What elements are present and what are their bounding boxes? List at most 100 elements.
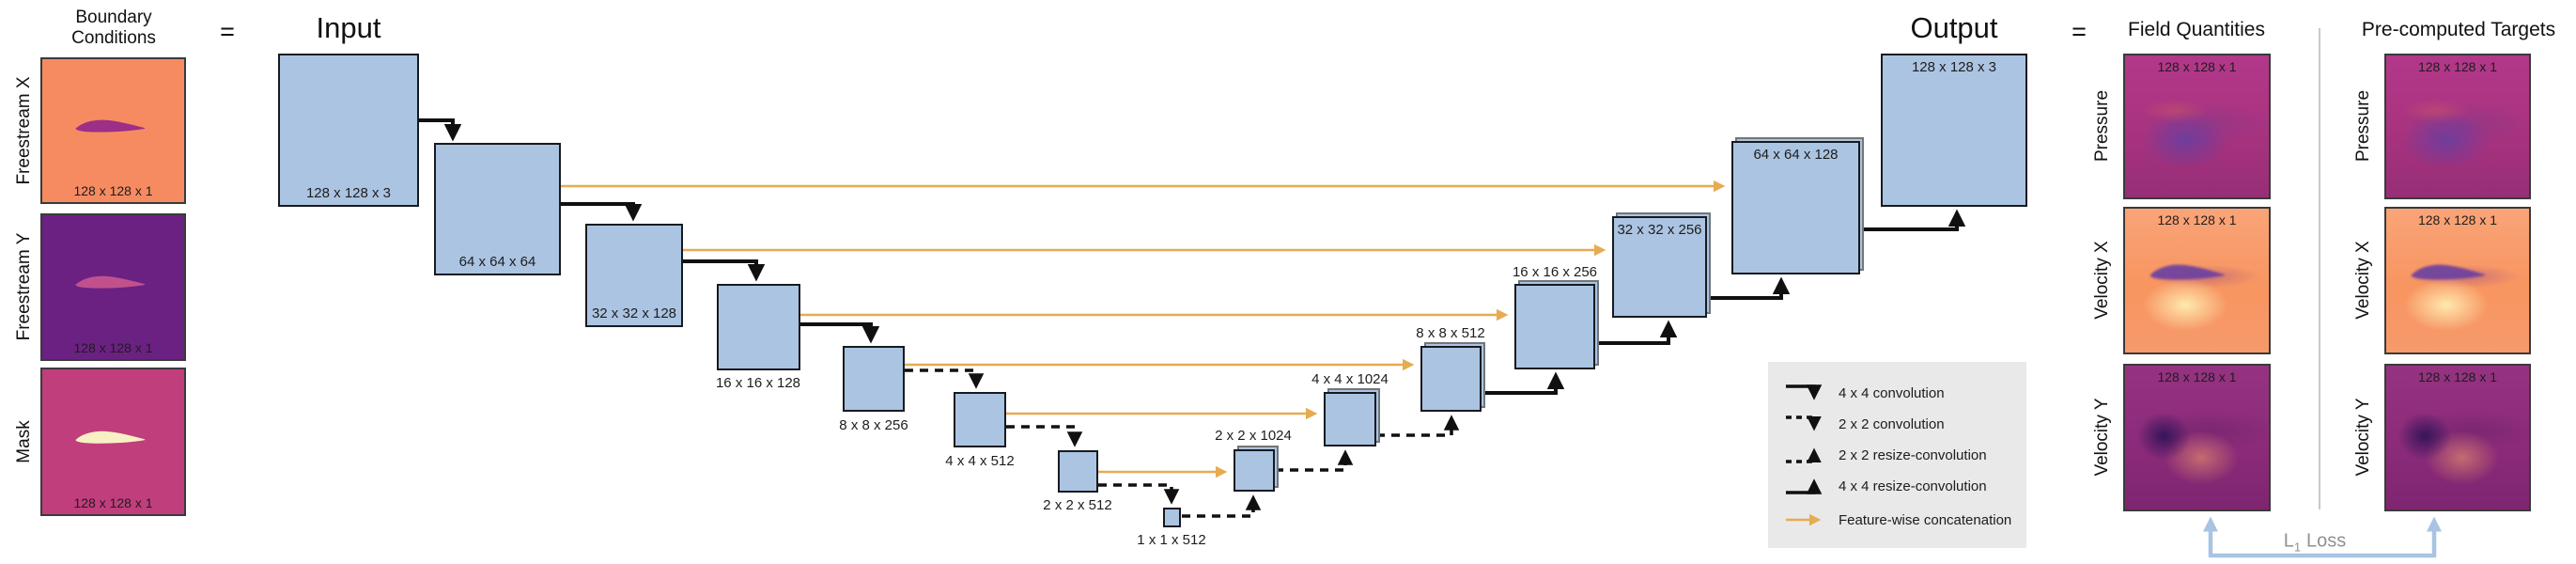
panel-dims: 128 x 128 x 1 bbox=[2157, 59, 2237, 74]
legend-item-resize4: 4 x 4 resize-convolution bbox=[1783, 472, 1987, 500]
precomputed-targets-heading: Pre-computed Targets bbox=[2361, 19, 2556, 40]
legend-item-concat: Feature-wise concatenation bbox=[1783, 506, 2011, 534]
decoder-block-2 bbox=[1234, 449, 1275, 492]
encoder-block-8 bbox=[843, 346, 905, 412]
resize-d3-d4 bbox=[1482, 371, 1565, 395]
mask-panel: 128 x 128 x 1 bbox=[40, 368, 186, 516]
fq-velocity-y-label: Velocity Y bbox=[2092, 398, 2112, 477]
encoder-block-16 bbox=[717, 284, 800, 370]
l1-loss-label: L1 Loss bbox=[2284, 531, 2347, 555]
fq-velocity-x-image: 128 x 128 x 1 bbox=[2123, 207, 2271, 354]
field-quantities-heading: Field Quantities bbox=[2128, 19, 2265, 40]
block-dims: 32 x 32 x 256 bbox=[1617, 222, 1702, 238]
block-dims: 8 x 8 x 512 bbox=[1416, 325, 1485, 341]
decoder-block-8 bbox=[1420, 346, 1482, 412]
fq-velocity-y-image: 128 x 128 x 1 bbox=[2123, 364, 2271, 511]
freestream-x-panel: 128 x 128 x 1 bbox=[40, 57, 186, 204]
resize2-arrow-icon bbox=[1786, 447, 1822, 463]
conv-e3-e4 bbox=[683, 259, 766, 282]
panel-dims: 128 x 128 x 1 bbox=[2417, 212, 2498, 227]
mask-label: Mask bbox=[14, 420, 34, 463]
pt-velocity-y-image: 128 x 128 x 1 bbox=[2384, 364, 2531, 511]
boundary-heading-line1: Boundary bbox=[75, 8, 152, 27]
legend-label: Feature-wise concatenation bbox=[1839, 511, 2012, 528]
pt-velocity-y-label: Velocity Y bbox=[2353, 398, 2373, 477]
pt-velocity-x-image: 128 x 128 x 1 bbox=[2384, 207, 2531, 354]
loss-subscript: 1 bbox=[2293, 540, 2302, 555]
block-dims: 64 x 64 x 64 bbox=[458, 254, 536, 270]
resize-d6-output bbox=[1860, 209, 1966, 231]
block-dims: 64 x 64 x 128 bbox=[1753, 147, 1839, 163]
airfoil-silhouette bbox=[75, 119, 146, 133]
conv-e2-e3 bbox=[561, 202, 643, 222]
encoder-block-4 bbox=[954, 392, 1006, 447]
freestream-y-panel: 128 x 128 x 1 bbox=[40, 213, 186, 361]
panel-dims: 128 x 128 x 1 bbox=[2417, 59, 2498, 74]
fq-pressure-image: 128 x 128 x 1 bbox=[2123, 54, 2271, 199]
encoder-block-128: 128 x 128 x 3 bbox=[278, 54, 419, 207]
equals-right: = bbox=[2072, 17, 2087, 46]
pt-velocity-x-label: Velocity X bbox=[2353, 241, 2373, 320]
conv4-arrow-icon bbox=[1786, 384, 1823, 400]
resize-d4-d5 bbox=[1595, 320, 1678, 345]
input-title: Input bbox=[316, 11, 381, 44]
l1-loss-bracket bbox=[2202, 516, 2443, 558]
output-block: 128 x 128 x 3 bbox=[1881, 54, 2027, 207]
boundary-heading-line2: Conditions bbox=[71, 28, 156, 49]
resize4-arrow-icon bbox=[1786, 478, 1823, 494]
legend-item-resize2: 2 x 2 resize-convolution bbox=[1783, 441, 1987, 469]
airfoil-silhouette bbox=[2411, 264, 2486, 280]
conv-e7-e8 bbox=[1098, 483, 1180, 505]
decoder-block-64: 64 x 64 x 128 bbox=[1731, 141, 1860, 274]
block-dims: 16 x 16 x 128 bbox=[715, 375, 801, 391]
encoder-block-64: 64 x 64 x 64 bbox=[434, 143, 561, 275]
block-dims: 128 x 128 x 3 bbox=[1911, 59, 1997, 75]
airfoil-silhouette bbox=[75, 275, 146, 289]
block-dims: 1 x 1 x 512 bbox=[1137, 532, 1206, 548]
block-dims: 16 x 16 x 256 bbox=[1512, 264, 1598, 280]
panel-dims: 128 x 128 x 1 bbox=[2417, 369, 2498, 384]
encoder-block-2 bbox=[1058, 450, 1098, 493]
pt-pressure-image: 128 x 128 x 1 bbox=[2384, 54, 2531, 199]
conv-e4-e5 bbox=[800, 322, 880, 344]
legend-label: 4 x 4 resize-convolution bbox=[1839, 478, 1987, 494]
conv-e5-e6 bbox=[905, 368, 985, 389]
airfoil-silhouette bbox=[2149, 264, 2226, 280]
conv2-arrow-icon bbox=[1786, 415, 1822, 431]
encoder-block-32: 32 x 32 x 128 bbox=[585, 224, 683, 327]
panel-dims: 128 x 128 x 1 bbox=[73, 183, 153, 198]
pt-pressure-label: Pressure bbox=[2353, 89, 2373, 163]
concat-arrow-icon bbox=[1786, 513, 1822, 526]
block-dims: 4 x 4 x 512 bbox=[945, 453, 1015, 469]
fq-velocity-x-label: Velocity X bbox=[2092, 241, 2112, 320]
panel-dims: 128 x 128 x 1 bbox=[2157, 212, 2237, 227]
loss-word: Loss bbox=[2306, 530, 2347, 552]
conv4-arrows bbox=[419, 118, 880, 344]
skip-connections bbox=[561, 180, 1726, 478]
resize4-arrows bbox=[1482, 209, 1966, 395]
resize-d1-d2 bbox=[1275, 449, 1354, 472]
block-dims: 8 x 8 x 256 bbox=[839, 417, 908, 433]
airfoil-silhouette bbox=[75, 431, 146, 444]
panel-dims: 128 x 128 x 1 bbox=[73, 495, 153, 510]
equals-left: = bbox=[220, 17, 235, 46]
block-dims: 4 x 4 x 1024 bbox=[1311, 371, 1389, 387]
legend-label: 2 x 2 resize-convolution bbox=[1839, 446, 1987, 463]
panel-dims: 128 x 128 x 1 bbox=[2157, 369, 2237, 384]
bottleneck-block-1 bbox=[1163, 508, 1181, 527]
resize-e8-d1 bbox=[1182, 494, 1262, 518]
resize2-arrows bbox=[1182, 415, 1460, 518]
conv-e6-e7 bbox=[1006, 425, 1083, 447]
freestream-y-label: Freestream Y bbox=[14, 232, 34, 341]
block-dims: 32 x 32 x 128 bbox=[591, 306, 677, 321]
resize-d5-d6 bbox=[1707, 276, 1791, 300]
boundary-conditions-heading: Boundary Conditions bbox=[20, 8, 208, 50]
block-dims: 2 x 2 x 1024 bbox=[1215, 428, 1292, 444]
conv2-arrows bbox=[905, 368, 1180, 505]
panel-dims: 128 x 128 x 1 bbox=[73, 340, 153, 355]
fq-pressure-label: Pressure bbox=[2092, 89, 2112, 163]
decoder-block-32: 32 x 32 x 256 bbox=[1612, 216, 1707, 318]
decoder-block-4 bbox=[1324, 392, 1376, 446]
